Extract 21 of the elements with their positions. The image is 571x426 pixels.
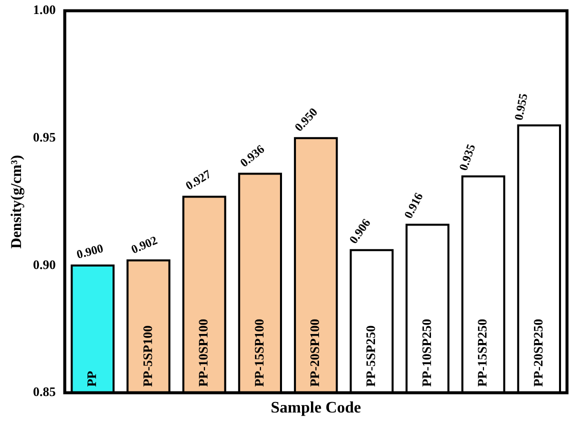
data-label: 0.927 [183, 166, 214, 193]
x-tick-label: PP-10SP100 [196, 318, 211, 387]
x-tick-label: PP-15SP250 [474, 318, 490, 387]
data-label: 0.916 [401, 190, 426, 221]
data-label: 0.935 [456, 142, 478, 172]
x-tick-label: PP-10SP250 [418, 318, 434, 387]
y-tick-label: 0.85 [33, 384, 56, 400]
x-tick-label: PP-20SP100 [307, 318, 322, 387]
x-tick-label: PP-5SP100 [140, 325, 155, 387]
y-axis-title: Density(g/cm³) [8, 154, 25, 249]
y-tick-label: 0.90 [33, 256, 56, 272]
data-label: 0.900 [75, 241, 105, 262]
x-axis-title: Sample Code [270, 400, 361, 417]
x-tick-label: PP [84, 370, 100, 387]
y-tick-label: 1.00 [33, 2, 56, 18]
data-label: 0.955 [511, 92, 530, 122]
y-tick-label: 0.95 [33, 129, 56, 144]
x-tick-label: PP-5SP250 [363, 325, 378, 387]
x-tick-label: PP-15SP100 [251, 318, 266, 387]
data-label: 0.902 [129, 233, 160, 256]
x-tick-label: PP-20SP250 [530, 318, 546, 387]
